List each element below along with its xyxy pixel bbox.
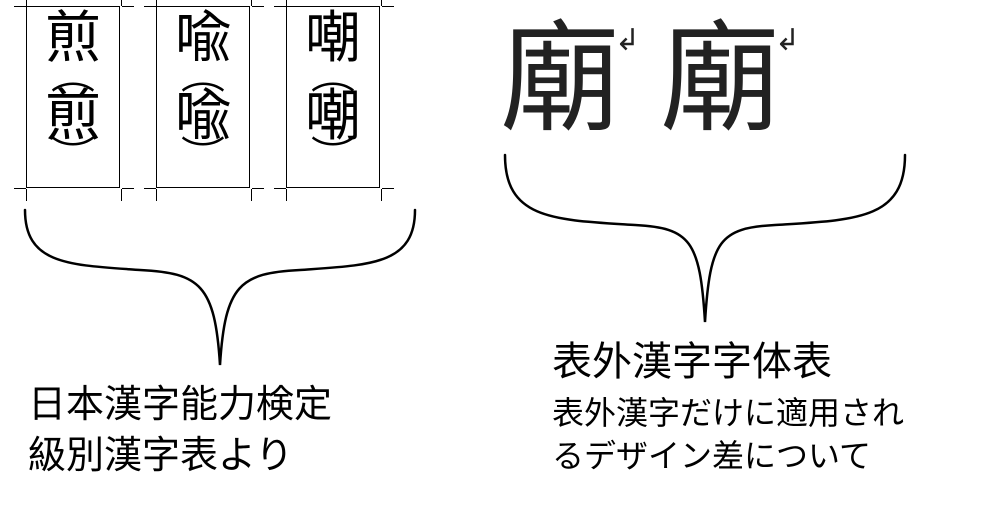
kanji-bracket-2: ︵ 喩 ︶	[175, 69, 231, 166]
kanji-main-2: 喩	[175, 11, 231, 67]
big-glyph-b: 廟 ↲	[660, 20, 780, 140]
kanji-box-frame: 嘲 ︵ 嘲 ︶	[286, 6, 380, 188]
bracket-top-icon: ︵	[311, 69, 355, 89]
caption-right-sub-line2: るデザイン差について	[552, 435, 972, 478]
kanji-main-1: 煎	[45, 11, 101, 67]
kanji-main-3: 嘲	[305, 11, 361, 67]
right-glyph-group: 廟 ↲ 廟 ↲	[500, 20, 950, 140]
kanji-bracket-1: ︵ 煎 ︶	[45, 69, 101, 166]
caption-right-sub-line1: 表外漢字だけに適用され	[552, 392, 972, 435]
curly-brace-right	[495, 150, 915, 330]
caption-right-sub: 表外漢字だけに適用され るデザイン差について	[552, 392, 972, 478]
curly-brace-left	[20, 205, 420, 375]
diagram-stage: 煎 ︵ 煎 ︶ 喩 ︵ 喩 ︶	[0, 0, 999, 517]
bracket-bottom-icon: ︶	[51, 145, 95, 165]
caption-left-line2: 級別漢字表より	[28, 431, 332, 482]
kanji-bracket-3: ︵ 嘲 ︶	[305, 69, 361, 166]
linebreak-mark-icon: ↲	[775, 26, 800, 56]
kanji-box-3: 嘲 ︵ 嘲 ︶	[280, 0, 388, 195]
bracket-top-icon: ︵	[51, 69, 95, 89]
left-kanji-group: 煎 ︵ 煎 ︶ 喩 ︵ 喩 ︶	[20, 0, 420, 195]
big-glyph-a-text: 廟	[500, 13, 620, 146]
bracket-bottom-icon: ︶	[311, 145, 355, 165]
kanji-box-1: 煎 ︵ 煎 ︶	[20, 0, 128, 195]
kanji-box-2: 喩 ︵ 喩 ︶	[150, 0, 258, 195]
kanji-box-frame: 煎 ︵ 煎 ︶	[26, 6, 120, 188]
caption-right-head: 表外漢字字体表	[552, 335, 832, 389]
bracket-top-icon: ︵	[181, 69, 225, 89]
big-glyph-a: 廟 ↲	[500, 20, 620, 140]
bracket-bottom-icon: ︶	[181, 145, 225, 165]
caption-left-line1: 日本漢字能力検定	[28, 380, 332, 431]
big-glyph-b-text: 廟	[660, 13, 780, 146]
linebreak-mark-icon: ↲	[615, 26, 640, 56]
caption-left: 日本漢字能力検定 級別漢字表より	[28, 380, 332, 483]
kanji-box-frame: 喩 ︵ 喩 ︶	[156, 6, 250, 188]
